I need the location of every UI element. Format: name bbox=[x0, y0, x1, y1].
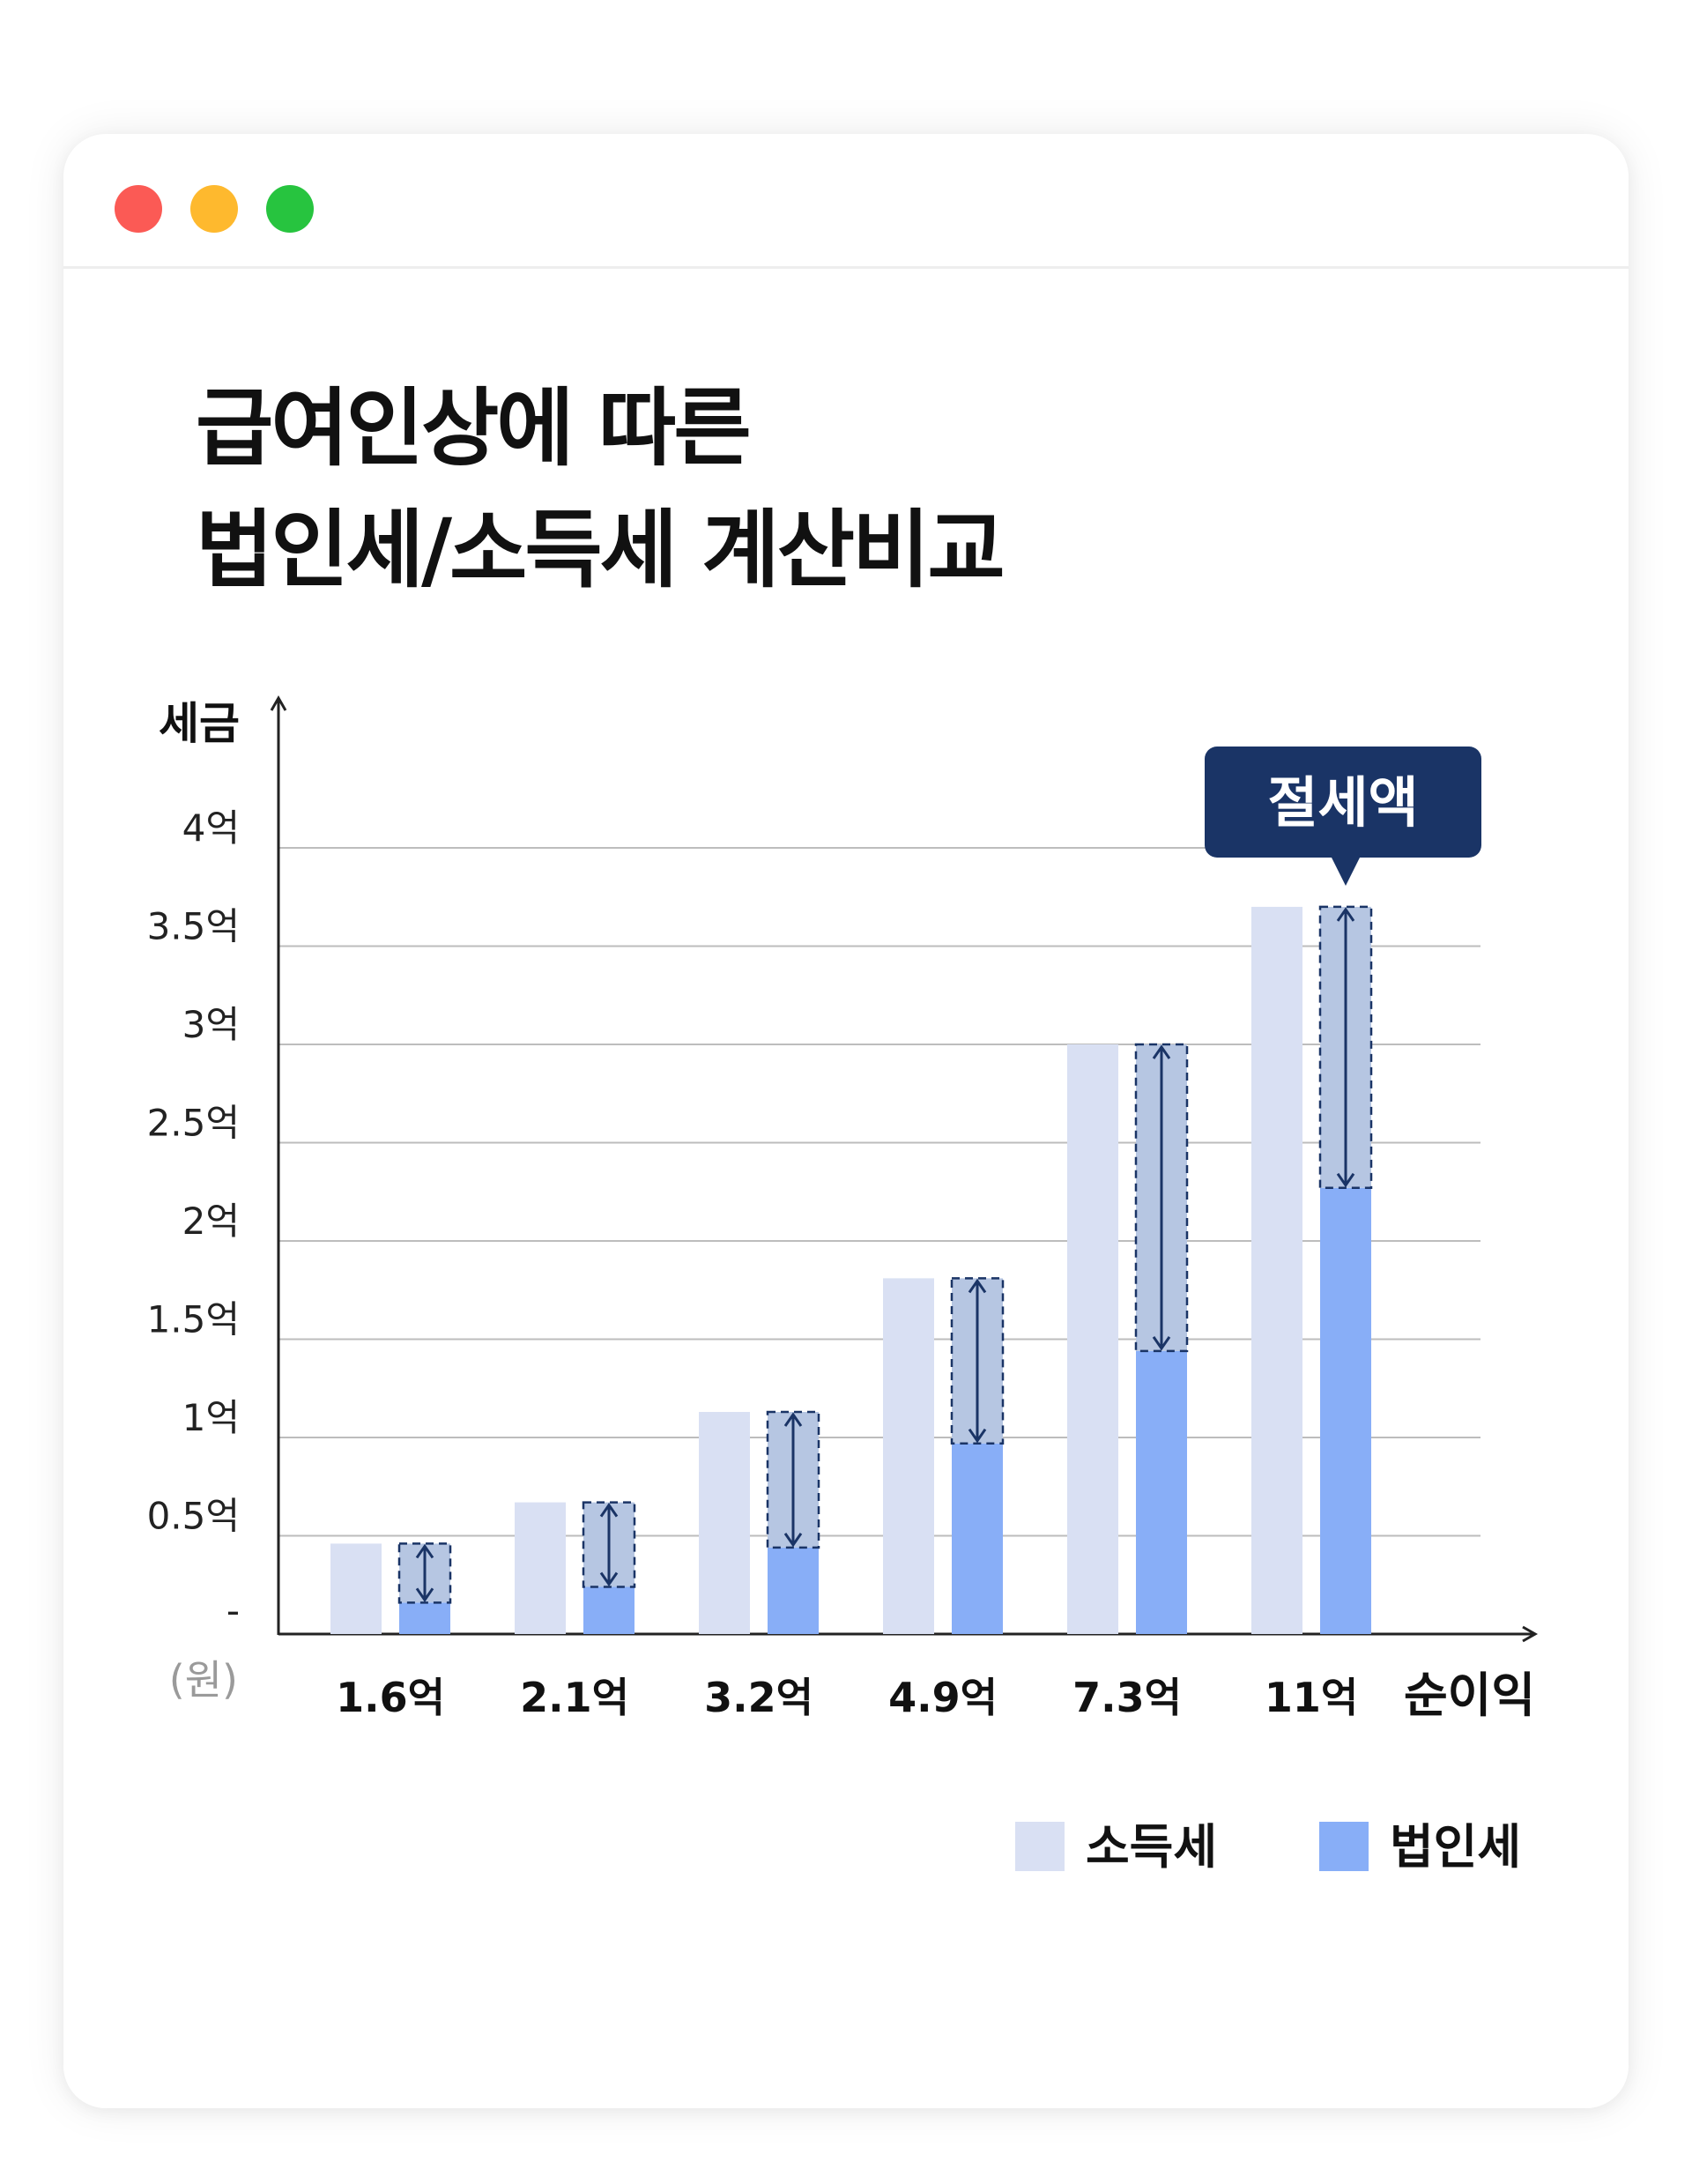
x-tick-label: 11억 bbox=[1265, 1674, 1358, 1721]
bar-income-tax-1 bbox=[515, 1502, 566, 1634]
y-tick-label: - bbox=[226, 1589, 240, 1632]
legend-label-corporate-tax: 법인세 bbox=[1390, 1819, 1521, 1875]
legend-label-income-tax: 소득세 bbox=[1086, 1819, 1217, 1875]
tax-comparison-chart: - 0.5억 1억 1.5억 2억 2.5억 3억 3.5억 4억 세금 (원) 1.6억 2.1억 3.… bbox=[147, 695, 1539, 1875]
savings-arrowhead-top-2 bbox=[783, 1412, 803, 1427]
bar-income-tax-0 bbox=[330, 1543, 382, 1634]
y-tick-label: 4억 bbox=[182, 806, 240, 850]
savings-arrowhead-top-5 bbox=[1336, 907, 1355, 922]
y-axis-arrowhead bbox=[270, 695, 287, 711]
x-axis-arrowhead bbox=[1522, 1625, 1539, 1643]
savings-arrowhead-bottom-5 bbox=[1336, 1172, 1355, 1188]
x-tick-label: 7.3억 bbox=[1072, 1674, 1182, 1721]
y-axis-label: 세금 bbox=[159, 698, 240, 749]
bar-income-tax-5 bbox=[1251, 906, 1302, 1634]
bar-corporate-tax-5 bbox=[1320, 1187, 1371, 1634]
window-titlebar bbox=[63, 134, 1629, 269]
y-tick-label: 3억 bbox=[182, 1003, 240, 1046]
x-tick-label: 2.1억 bbox=[520, 1674, 629, 1721]
bar-income-tax-2 bbox=[699, 1412, 750, 1634]
title-line-2: 법인세/소득세 계산비교 bbox=[196, 501, 1006, 599]
x-tick-label: 3.2억 bbox=[704, 1674, 813, 1721]
bar-corporate-tax-3 bbox=[952, 1443, 1003, 1634]
page-title: 급여인상에 따른 법인세/소득세 계산비교 bbox=[196, 368, 1006, 611]
savings-arrowhead-bottom-4 bbox=[1152, 1336, 1171, 1351]
callout-box bbox=[1205, 747, 1481, 858]
maximize-button[interactable] bbox=[266, 185, 314, 233]
y-tick-label: 3.5억 bbox=[147, 905, 240, 948]
savings-arrowhead-top-4 bbox=[1152, 1044, 1171, 1059]
savings-arrowhead-bottom-1 bbox=[599, 1571, 619, 1587]
savings-arrowhead-top-0 bbox=[415, 1543, 434, 1559]
y-tick-label: 2.5억 bbox=[147, 1102, 240, 1145]
legend-swatch-income-tax bbox=[1015, 1822, 1065, 1871]
y-tick-label: 1억 bbox=[182, 1396, 240, 1439]
savings-arrowhead-bottom-3 bbox=[968, 1428, 987, 1444]
savings-arrowhead-top-1 bbox=[599, 1502, 619, 1518]
callout-text: 절세액 bbox=[1267, 770, 1418, 835]
savings-arrowhead-bottom-2 bbox=[783, 1533, 803, 1548]
bar-corporate-tax-2 bbox=[768, 1547, 819, 1634]
bar-corporate-tax-0 bbox=[399, 1602, 450, 1634]
y-tick-label: 1.5억 bbox=[147, 1298, 240, 1341]
bar-corporate-tax-1 bbox=[583, 1586, 634, 1634]
app-window: 급여인상에 따른 법인세/소득세 계산비교 - 0.5억 1억 1.5억 2억 2.5억 3… bbox=[63, 134, 1629, 2108]
bar-income-tax-3 bbox=[883, 1278, 934, 1634]
bar-income-tax-4 bbox=[1067, 1044, 1118, 1634]
x-axis-label: 순이익 bbox=[1404, 1668, 1535, 1723]
bar-corporate-tax-4 bbox=[1136, 1350, 1187, 1634]
title-line-1: 급여인상에 따른 bbox=[196, 379, 752, 478]
legend-swatch-corporate-tax bbox=[1319, 1822, 1369, 1871]
y-tick-label: 2억 bbox=[182, 1200, 240, 1243]
savings-arrowhead-top-3 bbox=[968, 1278, 987, 1294]
close-button[interactable] bbox=[115, 185, 162, 233]
x-tick-label: 1.6억 bbox=[336, 1674, 445, 1721]
savings-arrowhead-bottom-0 bbox=[415, 1587, 434, 1602]
x-tick-label: 4.9억 bbox=[888, 1674, 998, 1721]
unit-label: (원) bbox=[169, 1656, 238, 1704]
y-tick-label: 0.5억 bbox=[147, 1495, 240, 1538]
minimize-button[interactable] bbox=[190, 185, 238, 233]
callout-pointer bbox=[1332, 858, 1360, 886]
